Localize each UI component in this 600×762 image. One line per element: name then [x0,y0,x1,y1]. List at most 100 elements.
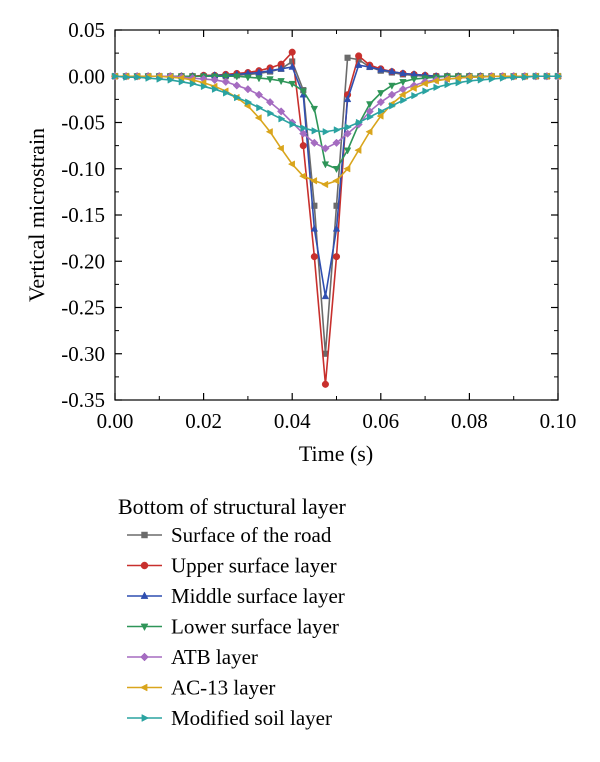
data-point [399,69,407,77]
series-modified-soil-layer [112,72,563,136]
data-point [311,202,318,209]
data-point [332,138,341,147]
y-tick-label: -0.10 [61,157,105,181]
data-point [410,76,418,84]
data-point [321,161,330,169]
data-point [365,128,373,136]
data-point [332,177,340,185]
data-point [145,74,153,82]
data-point [310,253,318,261]
data-point [287,160,295,168]
data-point [466,77,474,85]
data-point [266,76,274,84]
legend-item: AC-13 layer [127,676,275,700]
data-point [167,76,175,84]
data-point [276,107,286,116]
data-point [442,75,450,83]
legend-label: Lower surface layer [171,615,339,639]
data-point [366,101,374,109]
data-point [299,88,307,96]
data-point [243,85,253,94]
data-point [232,81,241,90]
data-point [398,91,406,99]
y-tick-label: -0.05 [61,111,105,135]
data-point [355,52,363,60]
y-tick-label: -0.35 [61,388,105,412]
data-point [223,89,231,97]
data-point [343,165,351,173]
data-point [411,91,419,100]
data-point [140,623,149,632]
data-point [234,93,242,102]
axis-ticks: 0.00 0.02 0.04 0.06 0.08 0.10 0.05 0.00 -0.05 -0.… [61,18,576,433]
data-point [310,138,319,147]
data-point [134,73,142,81]
data-point [288,80,296,88]
data-point [376,98,385,107]
data-point [321,380,329,388]
series-ac-13-layer [110,72,561,189]
data-point [276,144,284,153]
data-point [255,68,263,76]
data-point [343,147,352,155]
y-tick-label: 0.05 [68,18,105,42]
data-point [387,90,397,99]
legend-label: Upper surface layer [171,554,337,578]
data-point [112,72,120,80]
data-point [244,74,252,82]
data-point [221,77,230,86]
y-tick-label: 0.00 [68,64,105,88]
x-tick-label: 0.06 [362,409,399,433]
data-point [298,172,306,180]
legend-item: Surface of the road [127,523,332,547]
data-point [378,107,386,116]
data-point [300,124,308,132]
data-point [367,113,375,121]
legend-label: ATB layer [171,645,258,669]
y-tick-label: -0.15 [61,203,105,227]
data-point [265,128,273,136]
data-point [453,74,462,82]
data-point [433,83,441,92]
x-tick-label: 0.02 [185,409,222,433]
data-point [422,87,430,95]
y-tick-label: -0.30 [61,342,105,366]
data-point [265,98,275,107]
y-tick-label: -0.20 [61,249,105,273]
data-point [376,112,384,120]
data-point [420,79,428,88]
data-point [400,96,408,105]
data-point [544,72,552,80]
data-point [388,67,396,75]
data-point [533,72,541,80]
data-point [311,127,319,135]
data-point [399,79,407,87]
data-point [139,683,148,692]
legend-item: Middle surface layer [127,584,345,608]
data-point [389,102,397,110]
data-point [233,73,241,81]
legend-item: Lower surface layer [127,615,339,639]
data-point [222,73,230,81]
data-point [343,95,352,103]
data-point [321,144,330,153]
x-tick-label: 0.08 [451,409,488,433]
data-point [355,118,363,127]
series-group [110,48,563,388]
data-point [522,73,530,81]
x-tick-label: 0.04 [274,409,311,433]
data-point [255,75,263,83]
data-point [140,561,149,570]
data-point [332,224,341,232]
data-point [354,60,363,68]
data-point [555,72,563,80]
y-axis-label: Vertical microstrain [24,128,49,302]
data-point [288,62,296,70]
data-point [377,90,385,98]
legend-label: Modified soil layer [171,706,332,730]
data-point [344,123,352,131]
data-point [343,129,352,138]
legend-label: Middle surface layer [171,584,345,608]
data-point [455,79,463,87]
data-point [289,120,297,129]
